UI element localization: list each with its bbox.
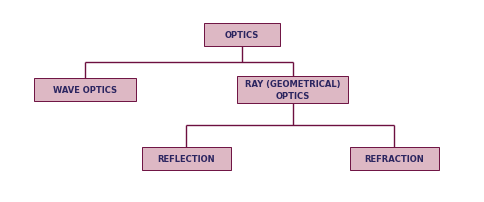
- Text: RAY (GEOMETRICAL)
OPTICS: RAY (GEOMETRICAL) OPTICS: [245, 80, 341, 100]
- FancyBboxPatch shape: [237, 77, 348, 103]
- FancyBboxPatch shape: [141, 147, 231, 170]
- FancyBboxPatch shape: [204, 24, 280, 47]
- Text: WAVE OPTICS: WAVE OPTICS: [53, 85, 117, 94]
- FancyBboxPatch shape: [349, 147, 439, 170]
- Text: REFRACTION: REFRACTION: [364, 154, 424, 163]
- FancyBboxPatch shape: [34, 78, 136, 101]
- Text: REFLECTION: REFLECTION: [157, 154, 215, 163]
- Text: OPTICS: OPTICS: [225, 31, 259, 40]
